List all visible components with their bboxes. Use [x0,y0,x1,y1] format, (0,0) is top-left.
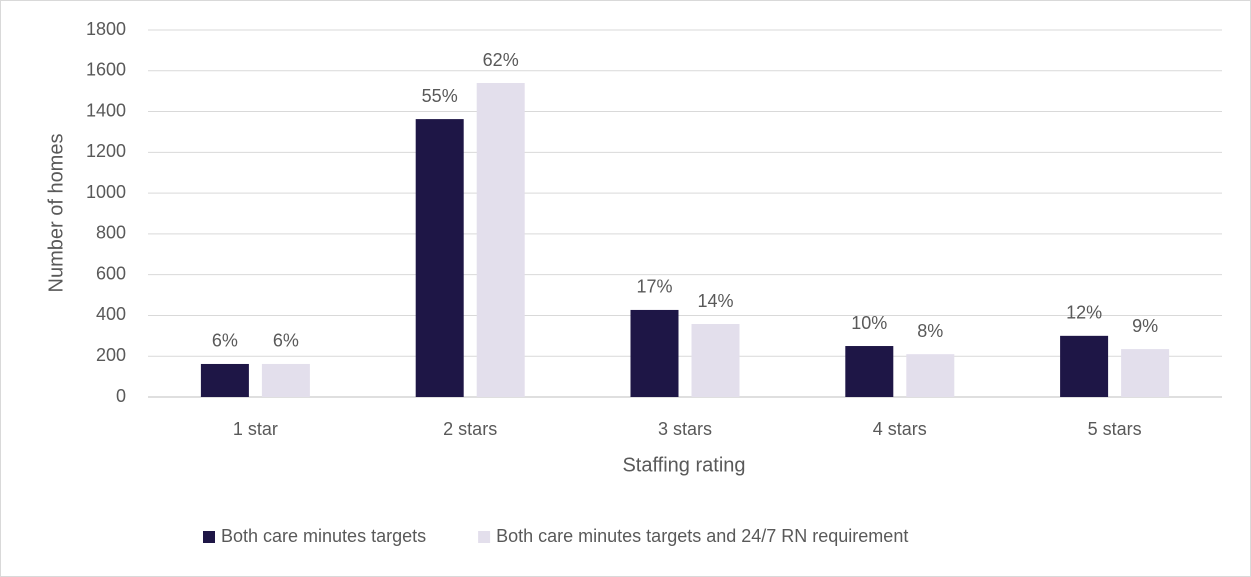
bar [476,83,525,397]
x-tick-label: 1 star [233,419,278,439]
data-label: 6% [212,331,238,351]
bar [415,119,464,398]
y-tick-label: 1400 [86,100,126,120]
bar [1121,349,1170,397]
y-tick-label: 800 [96,223,126,243]
legend-swatch [203,531,215,543]
x-tick-label: 4 stars [873,419,927,439]
data-label: 9% [1132,316,1158,336]
data-label: 12% [1066,303,1102,323]
legend-swatch [478,531,491,543]
y-tick-label: 1000 [86,182,126,202]
x-axis-title: Staffing rating [622,454,745,476]
bar [200,363,249,397]
x-tick-label: 5 stars [1088,419,1142,439]
data-label: 62% [483,50,519,70]
data-label: 10% [851,313,887,333]
y-tick-label: 1600 [86,60,126,80]
bar [630,309,679,397]
data-label: 55% [422,86,458,106]
y-tick-label: 1800 [86,19,126,39]
legend-label: Both care minutes targets [221,526,426,546]
bar [845,346,894,397]
y-tick-label: 600 [96,263,126,283]
x-tick-label: 3 stars [658,419,712,439]
x-tick-label: 2 stars [443,419,497,439]
legend-label: Both care minutes targets and 24/7 RN re… [496,526,908,546]
bar [906,354,955,397]
data-label: 8% [917,321,943,341]
bar [691,324,740,397]
y-tick-label: 1200 [86,141,126,161]
bar [261,363,310,397]
data-label: 17% [636,277,672,297]
data-label: 6% [273,331,299,351]
bar [1060,335,1109,397]
data-label: 14% [697,291,733,311]
y-tick-label: 0 [116,386,126,406]
y-tick-label: 200 [96,345,126,365]
y-tick-label: 400 [96,304,126,324]
y-axis-title: Number of homes [45,134,67,293]
